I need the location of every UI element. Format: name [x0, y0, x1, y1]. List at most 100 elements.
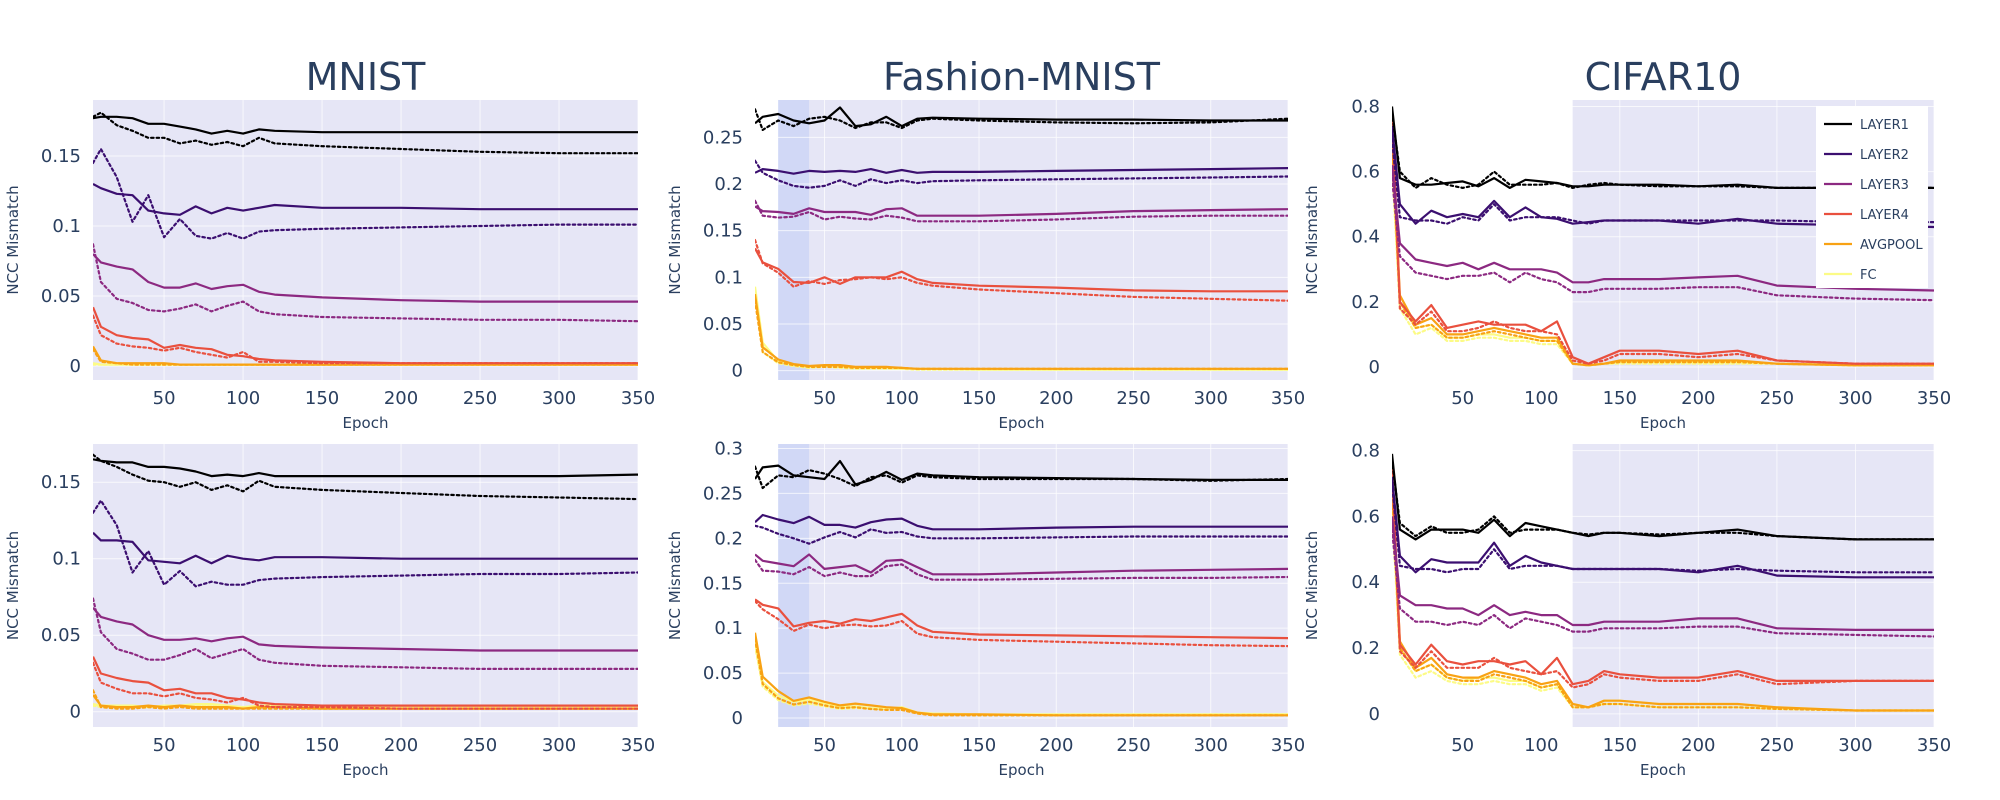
legend-label-layer4: LAYER4	[1860, 208, 1909, 223]
plot-area	[755, 444, 1288, 727]
subplot-5: 50 100 150 200 250 300 350 0 0.05 0.1 0.15 0.2 0.25 0…	[666, 438, 1305, 779]
series-line-layer3-solid	[755, 553, 1288, 576]
series-group	[755, 460, 1288, 717]
series-line-avgpool-solid	[755, 293, 1288, 370]
y-tick-label: 0.1	[52, 549, 81, 570]
shaded-region	[1572, 444, 1934, 727]
series-line-layer4-dot	[93, 661, 638, 710]
legend-label-avgpool: AVGPOOL	[1860, 238, 1923, 253]
series-line-layer4-dot	[755, 600, 1288, 648]
x-tick-label: 200	[1039, 735, 1073, 756]
y-tick-label: 0.25	[703, 483, 743, 504]
y-tick-label: 0.05	[703, 314, 743, 335]
series-line-layer3-dot	[1392, 528, 1934, 638]
shaded-region	[778, 100, 1288, 380]
x-tick-label: 200	[1681, 735, 1715, 756]
x-tick-label: 50	[813, 735, 836, 756]
x-axis-label: Epoch	[343, 414, 389, 432]
shaded-region	[778, 444, 810, 727]
x-tick-label: 200	[384, 735, 418, 756]
y-axis-label: NCC Mismatch	[666, 185, 684, 294]
y-tick-label: 0	[732, 361, 743, 382]
x-tick-label: 50	[153, 388, 176, 409]
x-axis-label: Epoch	[999, 761, 1045, 779]
y-tick-label: 0	[70, 702, 81, 723]
legend-box	[1816, 106, 1928, 288]
x-tick-label: 250	[463, 388, 497, 409]
shaded-region	[93, 444, 638, 727]
x-tick-label: 50	[1451, 388, 1474, 409]
legend-label-fc: FC	[1860, 268, 1877, 283]
x-tick-label: 350	[621, 388, 655, 409]
series-line-layer1-solid	[755, 106, 1288, 128]
subplot-1: 50 100 150 200 250 300 350 0 0.05 0.1 0.15 Epoch NCC…	[4, 55, 655, 432]
y-tick-label: 0.05	[703, 663, 743, 684]
x-tick-label: 350	[1271, 388, 1305, 409]
y-tick-label: 0.2	[714, 528, 743, 549]
series-line-layer2-dot	[755, 524, 1288, 545]
series-line-layer2-solid	[1392, 125, 1934, 229]
series-line-layer3-dot	[755, 199, 1288, 223]
y-tick-label: 0	[1369, 704, 1380, 725]
y-axis-label: NCC Mismatch	[666, 531, 684, 640]
series-line-avgpool-solid	[93, 345, 638, 366]
subplot-6: 50 100 150 200 250 300 350 0 0.2 0.4 0.6 0.8 Epoch NC…	[1303, 441, 1951, 779]
legend-label-layer1: LAYER1	[1860, 118, 1909, 133]
x-tick-label: 100	[885, 388, 919, 409]
series-group	[93, 453, 638, 710]
x-tick-label: 250	[1116, 735, 1150, 756]
x-tick-label: 200	[1039, 388, 1073, 409]
y-tick-label: 0.1	[714, 267, 743, 288]
shaded-region	[778, 444, 1288, 727]
subplot-title: MNIST	[306, 55, 427, 99]
x-tick-label: 350	[1271, 735, 1305, 756]
series-line-layer1-solid	[93, 458, 638, 478]
series-line-layer3-solid	[1392, 516, 1934, 632]
x-tick-label: 150	[962, 735, 996, 756]
series-line-layer2-solid	[93, 531, 638, 565]
subplot-3: 50 100 150 200 250 300 350 0 0.2 0.4 0.6 0.8 Epoch NC…	[1303, 55, 1951, 432]
series-line-layer4-solid	[1392, 112, 1934, 365]
series-group	[1392, 106, 1934, 367]
subplot-title: Fashion-MNIST	[883, 55, 1161, 99]
y-axis-label: NCC Mismatch	[4, 531, 22, 640]
y-tick-label: 0.3	[714, 438, 743, 459]
x-tick-label: 50	[1451, 735, 1474, 756]
x-axis-label: Epoch	[1640, 414, 1686, 432]
y-tick-label: 0.1	[52, 216, 81, 237]
series-line-avgpool-dot	[1392, 489, 1934, 712]
series-line-layer3-solid	[1392, 164, 1934, 292]
x-axis-label: Epoch	[1640, 761, 1686, 779]
legend-label-layer2: LAYER2	[1860, 148, 1909, 163]
series-line-layer4-solid	[93, 306, 638, 365]
series-line-layer2-solid	[755, 513, 1288, 531]
x-tick-label: 150	[305, 735, 339, 756]
series-line-layer1-solid	[93, 115, 638, 135]
series-line-layer1-solid	[755, 460, 1288, 486]
series-line-layer4-solid	[755, 247, 1288, 293]
subplot-2: 50 100 150 200 250 300 350 0 0.05 0.1 0.15 0.2 0.25 E…	[666, 55, 1305, 432]
y-tick-label: 0.6	[1351, 162, 1380, 183]
subplot-title: CIFAR10	[1585, 55, 1742, 99]
y-axis-label: NCC Mismatch	[1303, 185, 1321, 294]
x-tick-label: 300	[1838, 388, 1872, 409]
x-tick-label: 150	[962, 388, 996, 409]
y-tick-label: 0.8	[1351, 441, 1380, 462]
x-tick-label: 350	[1917, 735, 1951, 756]
y-tick-label: 0.2	[714, 174, 743, 195]
x-tick-label: 200	[1681, 388, 1715, 409]
series-line-layer3-dot	[93, 243, 638, 323]
x-tick-label: 350	[621, 735, 655, 756]
x-tick-label: 150	[1603, 388, 1637, 409]
x-tick-label: 50	[153, 735, 176, 756]
x-tick-label: 300	[542, 388, 576, 409]
series-line-layer3-dot	[93, 597, 638, 671]
series-line-layer2-solid	[1392, 476, 1934, 579]
y-tick-label: 0.25	[703, 127, 743, 148]
series-line-layer4-dot	[1392, 118, 1934, 365]
y-tick-label: 0.4	[1351, 227, 1380, 248]
y-tick-label: 0.8	[1351, 97, 1380, 118]
x-tick-label: 100	[885, 735, 919, 756]
y-tick-label: 0.2	[1351, 292, 1380, 313]
x-tick-label: 300	[542, 735, 576, 756]
